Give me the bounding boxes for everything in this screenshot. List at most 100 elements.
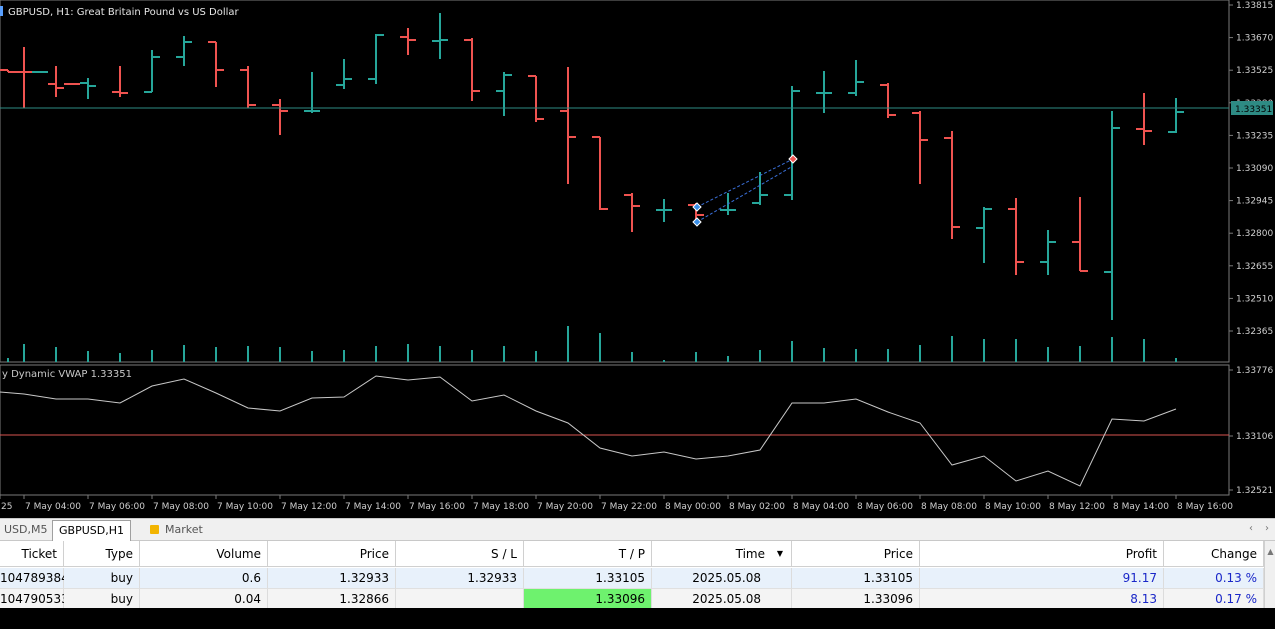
col-header-type[interactable]: Type	[64, 541, 140, 567]
ohlc-bar	[80, 78, 96, 99]
table-cell-current-price[interactable]: 1.33096	[792, 588, 920, 608]
ohlc-bar	[1072, 197, 1088, 272]
price-tick-label: 1.32945	[1236, 197, 1273, 207]
table-cell-type[interactable]: buy	[64, 588, 140, 608]
time-tick-label: 25	[1, 502, 12, 512]
current-price-badge	[1231, 101, 1273, 115]
time-tick-label: 7 May 12:00	[281, 502, 337, 512]
time-tick-label: 7 May 04:00	[25, 502, 81, 512]
time-tick-label: 8 May 16:00	[1177, 502, 1233, 512]
table-cell-profit[interactable]: 8.13	[920, 588, 1164, 608]
indicator-pane-frame	[0, 364, 1230, 496]
time-tick-label: 8 May 12:00	[1049, 502, 1105, 512]
table-cell-sl[interactable]	[396, 588, 524, 608]
table-cell-price[interactable]: 1.32866	[268, 588, 396, 608]
price-tick-label: 1.32800	[1236, 229, 1273, 239]
ohlc-bar	[432, 13, 448, 59]
tab-market[interactable]: Market	[144, 521, 209, 539]
table-cell-change[interactable]: 0.17 %	[1164, 588, 1264, 608]
table-cell-ticket[interactable]: 1047893840	[0, 568, 76, 588]
table-cell-price[interactable]: 1.32933	[268, 568, 396, 588]
price-tick-label: 1.33670	[1236, 34, 1273, 44]
col-header-change[interactable]: Change	[1164, 541, 1264, 567]
ohlc-bar	[816, 71, 832, 113]
col-header-price[interactable]: Price	[268, 541, 396, 567]
ohlc-bar	[1008, 198, 1024, 275]
chart-area[interactable]: 1.338151.336701.335251.333801.332351.330…	[0, 0, 1275, 518]
time-tick-label: 8 May 10:00	[985, 502, 1041, 512]
price-tick-label: 1.33815	[1236, 1, 1273, 11]
table-cell-change[interactable]: 0.13 %	[1164, 568, 1264, 588]
price-tick-label: 1.32365	[1236, 327, 1273, 337]
indicator-tick-label: 1.32521	[1236, 486, 1273, 496]
tab-usd-m5[interactable]: USD,M5	[4, 523, 48, 536]
table-cell-ticket[interactable]: 1047905332	[0, 588, 76, 608]
table-cell-time[interactable]: 2025.05.08 04:13:32	[652, 588, 792, 626]
ohlc-bar	[48, 66, 64, 97]
price-tick-label: 1.33235	[1236, 131, 1273, 141]
ohlc-bar	[976, 207, 992, 263]
time-tick-label: 8 May 08:00	[921, 502, 977, 512]
col-header-sl[interactable]: S / L	[396, 541, 524, 567]
symbol-color-marker	[0, 6, 3, 16]
trade-arrows[interactable]	[692, 154, 798, 227]
table-scrollbar[interactable]: ▲	[1264, 541, 1275, 608]
ohlc-bar	[0, 69, 16, 73]
scroll-left-icon[interactable]: ‹	[1249, 523, 1253, 534]
price-tick-label: 1.32510	[1236, 294, 1273, 304]
ohlc-bar	[784, 86, 800, 200]
col-header-time[interactable]: Time ▼	[652, 541, 792, 567]
table-cell-tp[interactable]: 1.33105	[524, 568, 652, 588]
col-header-ticket[interactable]: Ticket	[0, 541, 64, 567]
time-tick-label: 7 May 18:00	[473, 502, 529, 512]
col-header-current-price[interactable]: Price	[792, 541, 920, 567]
sort-down-icon: ▼	[776, 549, 783, 558]
ohlc-bar	[112, 66, 128, 97]
indicator-tick-label: 1.33776	[1236, 366, 1273, 376]
time-tick-label: 7 May 08:00	[153, 502, 209, 512]
ohlc-bar	[1104, 111, 1120, 320]
table-cell-time[interactable]: 2025.05.08 04:14:00	[652, 568, 792, 605]
ohlc-bar	[592, 136, 608, 210]
table-cell-type[interactable]: buy	[64, 568, 140, 588]
price-tick-label: 1.33525	[1236, 66, 1273, 76]
table-cell-tp[interactable]: 1.33096	[524, 588, 652, 608]
tab-gbpusd-h1[interactable]: GBPUSD,H1	[52, 520, 131, 541]
col-header-tp[interactable]: T / P	[524, 541, 652, 567]
table-cell-volume[interactable]: 0.6	[140, 568, 268, 588]
tab-market-label: Market	[165, 523, 203, 536]
ohlc-bar	[528, 75, 544, 122]
time-tick-label: 7 May 20:00	[537, 502, 593, 512]
ohlc-bar	[208, 41, 224, 87]
time-tick-label: 7 May 14:00	[345, 502, 401, 512]
time-tick-label: 8 May 14:00	[1113, 502, 1169, 512]
col-header-profit[interactable]: Profit	[920, 541, 1164, 567]
time-tick-label: 7 May 22:00	[601, 502, 657, 512]
indicator-label: y Dynamic VWAP 1.33351	[2, 369, 132, 380]
scroll-right-icon[interactable]: ›	[1265, 523, 1269, 534]
ohlc-bar	[560, 67, 576, 184]
price-chart[interactable]: 1.338151.336701.335251.333801.332351.330…	[0, 0, 1275, 518]
time-tick-label: 8 May 02:00	[729, 502, 785, 512]
table-cell-sl[interactable]: 1.32933	[396, 568, 524, 588]
main-pane-frame	[0, 0, 1230, 363]
ohlc-bar	[464, 38, 480, 101]
scroll-up-icon[interactable]: ▲	[1267, 547, 1274, 556]
price-bars	[0, 13, 1184, 320]
vwap-line	[0, 375, 1177, 487]
table-cell-profit[interactable]: 91.17	[920, 568, 1164, 588]
ohlc-bar	[336, 59, 352, 89]
tp-exit-icon	[788, 154, 798, 164]
ohlc-bar	[912, 111, 928, 184]
indicator-axis: 1.33776 1.33106 1.32521	[1229, 366, 1273, 496]
chart-title: GBPUSD, H1: Great Britain Pound vs US Do…	[8, 7, 240, 18]
ohlc-bar	[656, 199, 672, 222]
table-cell-current-price[interactable]: 1.33105	[792, 568, 920, 588]
ohlc-bar	[176, 36, 192, 66]
col-header-volume[interactable]: Volume	[140, 541, 268, 567]
buy-entry-icon	[692, 217, 702, 227]
indicator-tick-label: 1.33106	[1236, 432, 1273, 442]
table-cell-volume[interactable]: 0.04	[140, 588, 268, 608]
volume-bars	[7, 326, 1177, 362]
ohlc-bar	[944, 131, 960, 239]
